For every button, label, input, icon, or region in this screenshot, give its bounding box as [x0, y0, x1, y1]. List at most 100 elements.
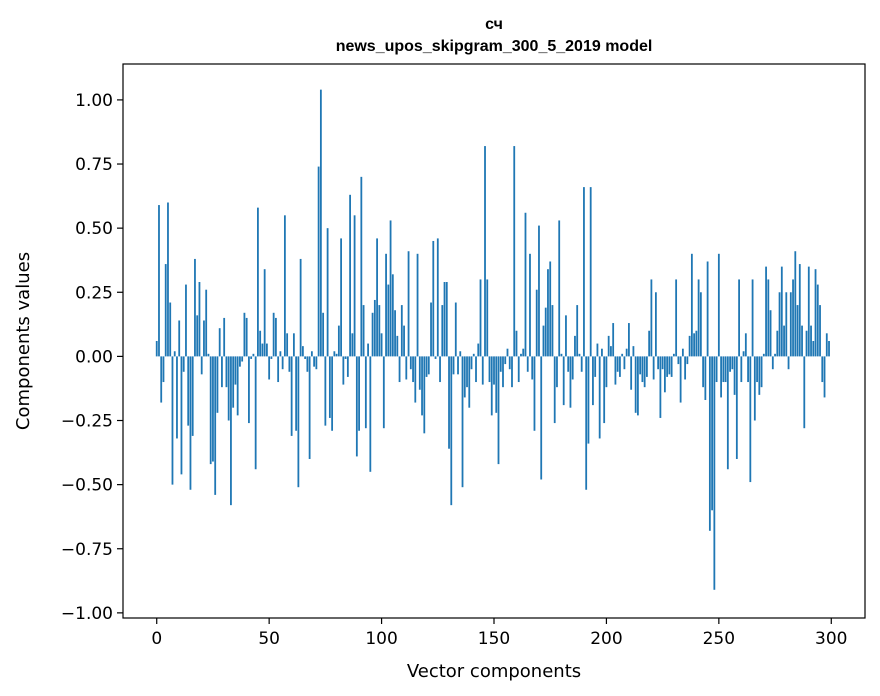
bar: [785, 292, 788, 357]
bar: [225, 356, 228, 388]
bar: [461, 356, 464, 488]
bar: [254, 356, 257, 470]
bar: [252, 353, 255, 357]
bar: [544, 307, 547, 357]
x-tick-label: 250: [703, 629, 735, 649]
bar: [637, 356, 639, 416]
bar: [382, 356, 385, 429]
bar: [789, 292, 792, 357]
bar: [367, 343, 369, 357]
bar: [477, 343, 480, 357]
x-tick-label: 300: [815, 629, 847, 649]
bar: [187, 356, 190, 426]
bar: [661, 356, 664, 370]
bar: [178, 320, 181, 357]
bar: [605, 356, 608, 388]
bar: [416, 253, 419, 357]
bar: [196, 315, 199, 357]
bar: [457, 356, 459, 375]
bar: [326, 228, 329, 357]
bar: [484, 146, 486, 357]
bar: [376, 238, 378, 357]
bar: [776, 330, 779, 357]
y-tick-label: −1.00: [61, 604, 113, 624]
y-tick-label: 0.25: [75, 283, 113, 303]
bar: [266, 343, 268, 357]
bar: [432, 240, 435, 357]
bar: [250, 356, 253, 359]
bar: [405, 356, 408, 380]
bar: [295, 356, 298, 431]
bar: [378, 305, 381, 357]
bar: [717, 253, 720, 357]
bar: [288, 356, 291, 372]
bar: [697, 279, 700, 357]
bar: [450, 356, 453, 506]
bar: [601, 348, 603, 357]
bar: [299, 258, 302, 357]
bar: [538, 225, 540, 357]
x-axis-ticks: 0 50 100 150 200 250 300: [151, 618, 847, 649]
bar: [358, 356, 360, 431]
bar: [270, 356, 273, 359]
bar: [236, 356, 239, 416]
bar: [677, 356, 680, 365]
bar: [475, 356, 477, 383]
bar: [663, 356, 666, 393]
bar: [403, 325, 405, 357]
bar: [787, 356, 790, 370]
bar: [493, 356, 495, 385]
bar: [740, 356, 743, 383]
bar: [529, 253, 531, 357]
bar: [313, 356, 316, 367]
bar: [351, 333, 354, 357]
bar: [504, 356, 507, 365]
bar: [524, 212, 527, 357]
bar: [598, 356, 601, 439]
bar: [765, 266, 767, 357]
bar: [733, 356, 736, 395]
bar: [268, 356, 271, 380]
bar: [389, 220, 392, 357]
bar: [169, 302, 172, 357]
bar: [641, 356, 644, 383]
bar: [223, 317, 226, 357]
bar: [207, 353, 210, 357]
bar: [355, 356, 358, 457]
bar: [819, 305, 821, 357]
bar: [232, 356, 235, 408]
bar: [542, 325, 545, 357]
bar: [427, 356, 430, 375]
bar: [421, 356, 423, 416]
bar: [322, 312, 325, 357]
bar: [533, 356, 536, 431]
bar: [167, 202, 169, 357]
bar: [324, 356, 327, 426]
bar: [364, 356, 367, 429]
bar: [648, 330, 651, 357]
bar: [769, 310, 772, 357]
bar: [353, 215, 356, 357]
bar: [639, 356, 642, 375]
bar: [623, 356, 626, 370]
bar: [798, 264, 801, 357]
bar: [580, 356, 583, 372]
bar: [200, 356, 203, 375]
bar: [470, 356, 473, 370]
bar: [459, 351, 462, 357]
bar: [506, 348, 509, 357]
bar: [780, 266, 783, 357]
bar: [610, 346, 612, 357]
bar: [713, 356, 716, 590]
bar: [502, 356, 504, 388]
bar: [666, 356, 669, 377]
bar: [328, 356, 331, 418]
bar: [814, 269, 817, 357]
bar: [371, 312, 374, 357]
bar: [565, 315, 567, 357]
bar: [396, 335, 399, 357]
bar: [796, 305, 799, 357]
bar: [803, 356, 806, 429]
bar: [520, 353, 522, 357]
bar: [706, 261, 709, 357]
